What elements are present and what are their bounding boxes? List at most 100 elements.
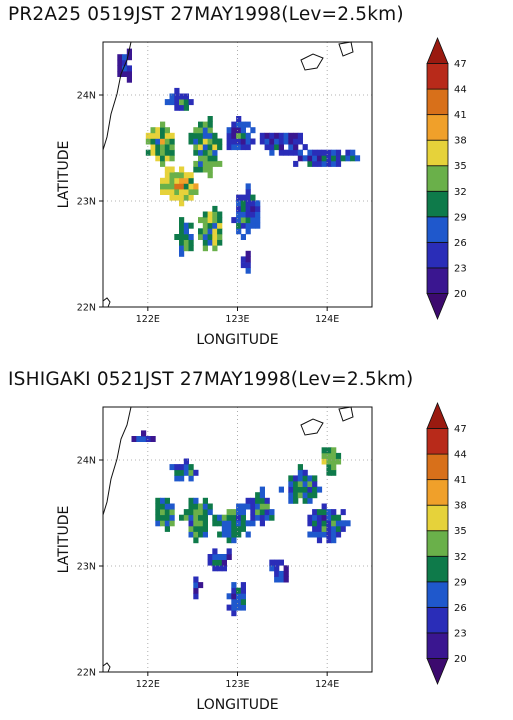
heatmap-cell xyxy=(179,234,185,240)
heatmap-cell xyxy=(207,155,213,162)
colorbar-level-label: 47 xyxy=(454,59,467,70)
colorbar-level-label: 35 xyxy=(454,526,467,537)
heatmap-cell xyxy=(160,160,166,167)
heatmap-cell xyxy=(126,48,132,55)
colorbar-level-label: 29 xyxy=(454,212,467,223)
heatmap-cell xyxy=(278,132,284,139)
heatmap-cell xyxy=(236,194,242,201)
heatmap-cell xyxy=(226,127,232,134)
heatmap-cell xyxy=(331,537,337,544)
heatmap-cell xyxy=(193,531,199,538)
heatmap-cell xyxy=(212,234,218,240)
heatmap-cell xyxy=(274,576,280,583)
heatmap-cell xyxy=(297,469,303,476)
heatmap-cell xyxy=(307,149,313,156)
heatmap-cell xyxy=(297,149,303,156)
heatmap-cell xyxy=(183,514,189,521)
heatmap-cell xyxy=(179,194,185,201)
heatmap-cell xyxy=(316,160,323,167)
heatmap-cell xyxy=(183,222,189,229)
colorbar-level-label: 23 xyxy=(454,263,467,274)
heatmap-cell xyxy=(259,492,265,499)
heatmap-cell xyxy=(207,211,213,218)
heatmap-cell xyxy=(183,239,189,246)
heatmap-cell xyxy=(212,228,218,235)
heatmap-cell xyxy=(160,127,166,134)
heatmap-cell xyxy=(174,104,180,111)
heatmap-cell xyxy=(240,599,246,605)
heatmap-cell xyxy=(302,492,308,499)
heatmap-cell xyxy=(150,127,156,134)
heatmap-cell xyxy=(312,531,318,538)
heatmap-cell xyxy=(164,127,170,134)
heatmap-cell xyxy=(207,503,213,510)
heatmap-cell xyxy=(217,520,223,527)
heatmap-cell xyxy=(226,509,232,516)
colorbar-level-label: 26 xyxy=(454,603,467,614)
heatmap-cell xyxy=(179,200,185,207)
colorbar-level-label: 41 xyxy=(454,475,467,486)
heatmap-cell xyxy=(169,149,175,156)
heatmap-cell xyxy=(278,576,284,583)
heatmap-cell xyxy=(345,155,351,162)
colorbar-box xyxy=(426,267,449,294)
heatmap-cell xyxy=(160,509,166,516)
heatmap-cell xyxy=(221,520,227,527)
heatmap-cell xyxy=(297,475,303,482)
heatmap-cell xyxy=(236,138,242,145)
heatmap-cell xyxy=(183,177,189,184)
heatmap-cell xyxy=(236,514,242,521)
heatmap-cell xyxy=(145,132,151,139)
heatmap-cell xyxy=(183,93,189,100)
island-miyako xyxy=(338,41,354,57)
heatmap-cell xyxy=(297,486,303,493)
heatmap-cell xyxy=(226,531,232,538)
heatmap-cell xyxy=(188,183,194,190)
heatmap-cell xyxy=(293,160,299,167)
heatmap-cell xyxy=(202,144,208,151)
heatmap-cell xyxy=(188,194,194,201)
heatmap-cell xyxy=(245,217,251,224)
heatmap-cell xyxy=(326,531,332,538)
heatmap-cell xyxy=(321,149,327,156)
heatmap-cell xyxy=(179,475,185,482)
colorbar-level-label: 20 xyxy=(454,654,467,665)
heatmap-cell xyxy=(212,548,218,555)
colorbar-top-triangle xyxy=(426,401,449,429)
heatmap-cell xyxy=(188,503,194,510)
heatmap-cell xyxy=(183,464,189,471)
heatmap-cell xyxy=(212,245,218,252)
heatmap-cell xyxy=(217,559,223,566)
colorbar: 20 23 26 29 32 35 38 41 44 47 xyxy=(426,36,467,321)
heatmap-cell xyxy=(174,99,180,106)
heatmap-cell xyxy=(202,155,208,162)
heatmap-cell xyxy=(217,565,223,572)
heatmap-cell xyxy=(212,160,218,167)
heatmap-cell xyxy=(307,514,313,521)
heatmap-cell xyxy=(331,452,337,459)
heatmap-cell xyxy=(264,514,270,521)
heatmap-cell xyxy=(312,514,318,521)
heatmap-cell xyxy=(312,160,318,167)
heatmap-cell xyxy=(217,554,223,560)
heatmap-cell xyxy=(117,54,123,61)
heatmap-cell xyxy=(212,520,218,527)
heatmap-cell xyxy=(316,537,323,544)
heatmap-cell xyxy=(236,121,242,128)
heatmap-cell xyxy=(236,116,242,122)
heatmap-cell xyxy=(312,149,318,156)
heatmap-cell xyxy=(141,436,147,442)
heatmap-cell xyxy=(160,132,166,139)
heatmap-cell xyxy=(193,593,199,600)
heatmap-cell xyxy=(331,458,337,465)
heatmap-cell xyxy=(169,464,175,471)
heatmap-cell xyxy=(231,604,237,611)
heatmap-cell xyxy=(126,76,132,83)
heatmap-cell xyxy=(316,514,323,521)
heatmap-cell xyxy=(179,104,185,111)
x-tick-label: 123E xyxy=(225,679,249,690)
heatmap-cell xyxy=(288,149,294,156)
heatmap-cell xyxy=(183,234,189,240)
heatmap-cell xyxy=(236,132,242,139)
heatmap-cell xyxy=(307,520,313,527)
